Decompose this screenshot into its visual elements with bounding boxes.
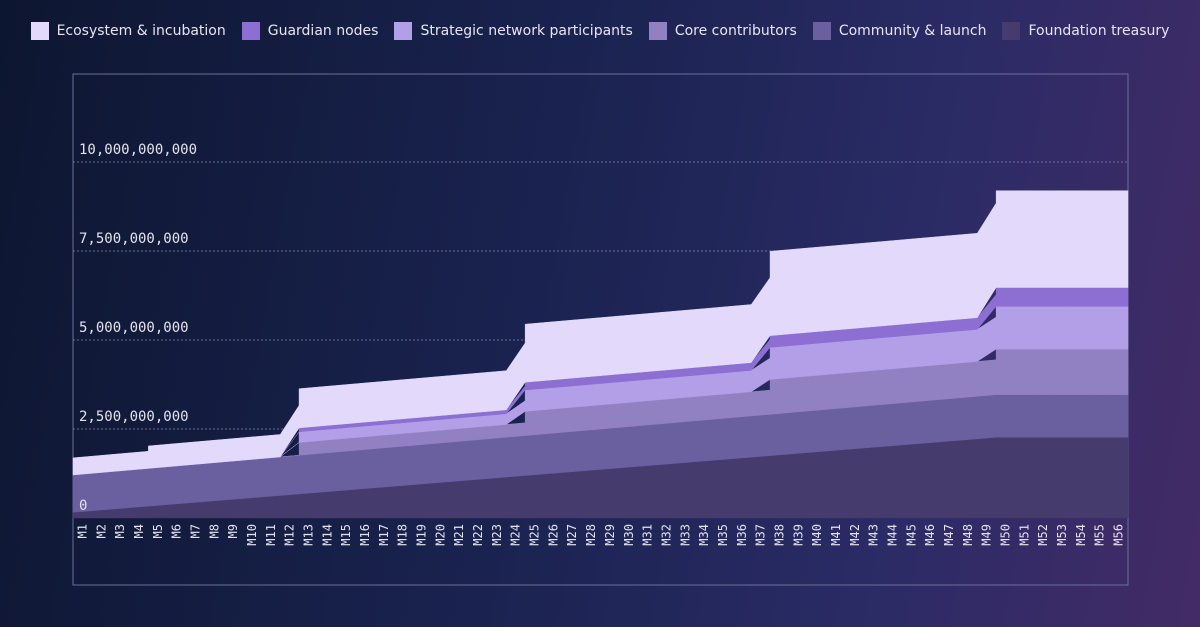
- x-tick-label: M48: [961, 524, 975, 546]
- x-tick-label: M1: [75, 524, 89, 538]
- x-tick-label: M55: [1093, 524, 1107, 546]
- y-tick-label: 2,500,000,000: [79, 409, 189, 425]
- series-areas: [72, 190, 1129, 519]
- x-tick-label: M10: [245, 524, 259, 546]
- x-tick-label: M42: [848, 524, 862, 546]
- legend-swatch: [241, 22, 260, 40]
- x-tick-label: M9: [226, 524, 240, 538]
- x-tick-label: M36: [735, 524, 749, 546]
- x-tick-label: M19: [415, 524, 429, 546]
- x-tick-label: M50: [999, 524, 1013, 546]
- x-tick-label: M40: [810, 524, 824, 546]
- legend-swatch: [812, 22, 831, 40]
- x-tick-label: M25: [528, 524, 542, 546]
- x-tick-label: M4: [132, 524, 146, 538]
- x-tick-label: M27: [565, 524, 579, 546]
- x-tick-label: M39: [791, 524, 805, 546]
- legend-item-ecosystem-incubation: Ecosystem & incubation: [30, 22, 226, 40]
- legend-swatch: [30, 22, 49, 40]
- legend-label: Foundation treasury: [1028, 23, 1170, 39]
- x-tick-label: M49: [980, 524, 994, 546]
- x-tick-label: M34: [697, 524, 711, 546]
- x-tick-label: M33: [678, 524, 692, 546]
- x-tick-label: M47: [942, 524, 956, 546]
- x-axis-ticks: M1 M2 M3 M4 M5 M6 M7 M8 M9 M10 M11 M12 M13 M14 M15 M16 M…: [75, 524, 1125, 546]
- x-tick-label: M16: [358, 524, 372, 546]
- x-tick-label: M3: [113, 524, 127, 538]
- x-tick-label: M15: [339, 524, 353, 546]
- x-tick-label: M35: [716, 524, 730, 546]
- x-tick-label: M5: [151, 524, 165, 538]
- legend-label: Strategic network participants: [420, 23, 633, 39]
- x-tick-label: M37: [754, 524, 768, 546]
- x-tick-label: M18: [396, 524, 410, 546]
- y-axis-ticks: 0 2,500,000,000 5,000,000,000 7,500,000,000…: [79, 142, 197, 514]
- x-tick-label: M12: [283, 524, 297, 546]
- x-tick-label: M17: [377, 524, 391, 546]
- x-tick-label: M2: [94, 524, 108, 538]
- legend-swatch: [394, 22, 413, 40]
- x-tick-label: M56: [1112, 524, 1126, 546]
- area-ecosystem-incubation: [72, 190, 1129, 476]
- x-tick-label: M32: [659, 524, 673, 546]
- legend-item-strategic-network-participants: Strategic network participants: [394, 22, 633, 40]
- legend-item-community-launch: Community & launch: [812, 22, 987, 40]
- x-tick-label: M13: [301, 524, 315, 546]
- legend-label: Core contributors: [674, 23, 797, 39]
- legend-item-guardian-nodes: Guardian nodes: [241, 22, 379, 40]
- y-tick-label: 7,500,000,000: [79, 231, 189, 247]
- x-tick-label: M8: [207, 524, 221, 538]
- x-tick-label: M24: [509, 524, 523, 546]
- legend-label: Guardian nodes: [267, 23, 379, 39]
- chart-legend: Ecosystem & incubation Guardian nodes Stra…: [0, 22, 1200, 40]
- x-tick-label: M54: [1074, 524, 1088, 546]
- x-tick-label: M44: [886, 524, 900, 546]
- x-tick-label: M21: [452, 524, 466, 546]
- x-tick-label: M23: [490, 524, 504, 546]
- x-tick-label: M41: [829, 524, 843, 546]
- x-tick-label: M20: [433, 524, 447, 546]
- x-tick-label: M30: [622, 524, 636, 546]
- y-tick-label: 5,000,000,000: [79, 320, 189, 336]
- legend-item-core-contributors: Core contributors: [648, 22, 797, 40]
- x-tick-label: M6: [170, 524, 184, 538]
- x-tick-label: M14: [320, 524, 334, 546]
- legend-swatch: [648, 22, 667, 40]
- x-tick-label: M52: [1036, 524, 1050, 546]
- y-tick-label: 10,000,000,000: [79, 142, 197, 158]
- y-tick-label: 0: [79, 498, 87, 514]
- x-tick-label: M43: [867, 524, 881, 546]
- x-tick-label: M26: [546, 524, 560, 546]
- x-tick-label: M53: [1055, 524, 1069, 546]
- x-tick-label: M45: [904, 524, 918, 546]
- x-tick-label: M46: [923, 524, 937, 546]
- legend-swatch: [1002, 22, 1021, 40]
- legend-label: Community & launch: [838, 23, 987, 39]
- x-tick-label: M7: [188, 524, 202, 538]
- x-tick-label: M38: [772, 524, 786, 546]
- x-tick-label: M22: [471, 524, 485, 546]
- x-tick-label: M28: [584, 524, 598, 546]
- x-tick-label: M51: [1017, 524, 1031, 546]
- legend-item-foundation-treasury: Foundation treasury: [1002, 22, 1169, 40]
- x-tick-label: M29: [603, 524, 617, 546]
- x-tick-label: M31: [641, 524, 655, 546]
- x-tick-label: M11: [264, 524, 278, 546]
- legend-label: Ecosystem & incubation: [56, 23, 226, 39]
